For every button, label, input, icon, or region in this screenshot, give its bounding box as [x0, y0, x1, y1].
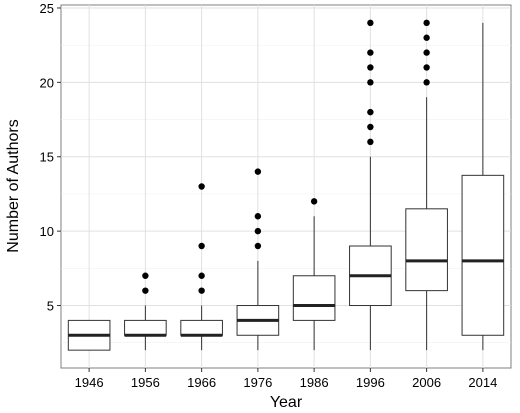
- outlier-point: [367, 49, 374, 56]
- x-tick-label: 1986: [300, 375, 329, 390]
- outlier-point: [254, 213, 262, 220]
- x-axis-title: Year: [270, 394, 303, 411]
- box-1966: [180, 183, 223, 351]
- box-1996: [349, 19, 392, 351]
- iqr-box: [461, 174, 505, 336]
- box-1986: [292, 198, 336, 351]
- iqr-box: [124, 319, 167, 336]
- boxes: [67, 19, 505, 351]
- outlier-point: [423, 64, 430, 71]
- x-tick-label: 1946: [75, 375, 104, 390]
- y-tick-label: 10: [40, 224, 54, 239]
- outlier-point: [367, 79, 374, 86]
- x-tick-label: 1996: [356, 375, 385, 390]
- box-2006: [405, 19, 448, 351]
- outlier-point: [367, 138, 374, 146]
- iqr-box: [180, 319, 223, 336]
- y-tick-label: 5: [47, 299, 54, 314]
- outlier-point: [367, 108, 374, 116]
- outlier-point: [198, 287, 205, 294]
- x-tick-label: 1976: [243, 375, 272, 390]
- outlier-point: [310, 198, 318, 205]
- outlier-point: [142, 272, 149, 279]
- y-axis-title: Number of Authors: [5, 119, 22, 252]
- iqr-box: [405, 208, 448, 292]
- box-1946: [67, 319, 111, 351]
- x-tick-label: 1966: [187, 375, 216, 390]
- outlier-point: [198, 242, 205, 250]
- plot-panel: [60, 4, 512, 369]
- outlier-point: [423, 34, 430, 41]
- x-tick-label: 2006: [412, 375, 441, 390]
- outlier-point: [198, 272, 205, 279]
- outlier-point: [254, 242, 262, 250]
- y-axis: 5 10 15 20 25: [40, 1, 61, 314]
- x-tick-label: 1956: [131, 375, 160, 390]
- outlier-point: [423, 79, 430, 86]
- y-tick-label: 25: [40, 1, 54, 16]
- box-2014: [461, 22, 505, 351]
- outlier-point: [254, 168, 262, 175]
- outlier-point: [142, 287, 149, 294]
- iqr-box: [292, 275, 336, 321]
- outlier-point: [367, 123, 374, 131]
- outlier-point: [198, 183, 205, 190]
- y-tick-label: 15: [40, 150, 54, 165]
- box-1956: [124, 272, 167, 351]
- x-tick-label: 2014: [468, 375, 497, 390]
- outlier-point: [254, 227, 262, 235]
- outlier-point: [423, 19, 430, 27]
- box-1976: [236, 168, 280, 351]
- outlier-point: [367, 64, 374, 71]
- y-tick-label: 20: [40, 75, 54, 90]
- outlier-point: [367, 19, 374, 27]
- outlier-point: [423, 49, 430, 56]
- x-axis: 1946 1956 1966 1976 1986 1996 2006 2014: [75, 368, 497, 390]
